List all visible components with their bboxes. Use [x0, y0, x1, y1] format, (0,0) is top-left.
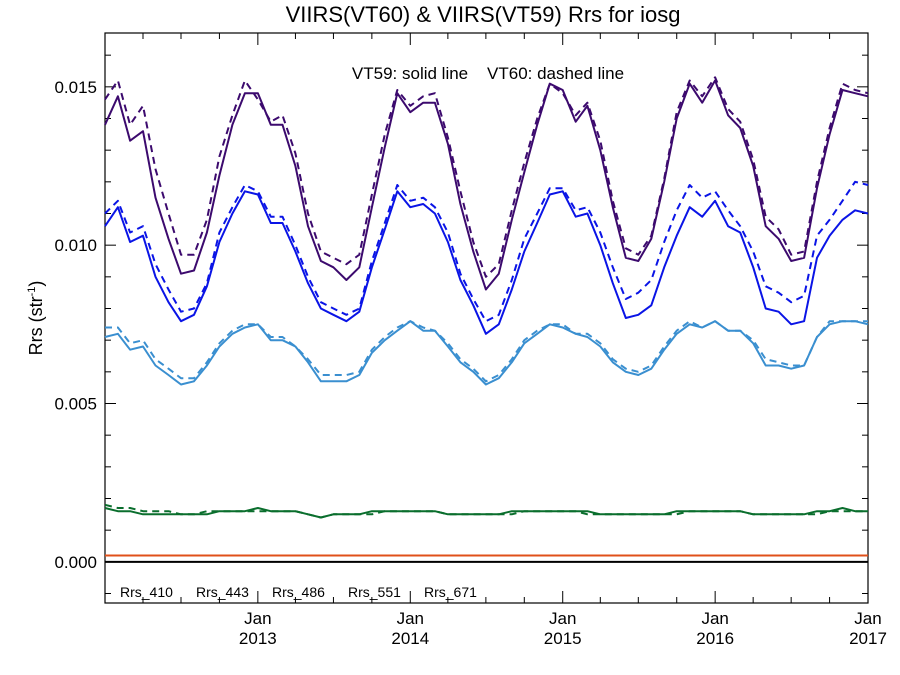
y-tick-label: 0.015	[54, 78, 97, 97]
series-line-rrs-410-vt59	[104, 79, 869, 291]
y-axis-ticks: 0.000 0.005 0.010 0.015	[54, 54, 868, 594]
annotation-line-styles: VT59: solid line VT60: dashed line	[352, 64, 624, 83]
plot-frame	[104, 32, 869, 604]
chart-title: VIIRS(VT60) & VIIRS(VT59) Rrs for iosg	[286, 2, 681, 27]
y-tick-label: 0.010	[54, 236, 97, 255]
x-tick-label-month: Jan	[397, 609, 424, 628]
legend-item: Rrs_551	[348, 584, 401, 600]
y-tick-label: 0.000	[54, 553, 97, 572]
x-tick-label-month: Jan	[549, 609, 576, 628]
y-axis-label: Rrs (str-1)	[26, 281, 46, 356]
x-tick-label-month: Jan	[244, 609, 271, 628]
x-tick-label-year: 2014	[391, 629, 429, 648]
x-tick-label-month: Jan	[854, 609, 881, 628]
series-line-rrs-551-vt60	[104, 503, 868, 519]
series-line-rrs-410-vt60	[104, 76, 869, 278]
y-tick-label: 0.005	[54, 395, 97, 414]
legend-item: Rrs_486	[272, 584, 325, 600]
legend-item: Rrs_443	[196, 584, 249, 600]
series-line-rrs-486-vt59	[104, 320, 869, 386]
series-layer	[104, 76, 869, 563]
legend-item: Rrs_410	[120, 584, 173, 600]
x-tick-label-month: Jan	[701, 609, 728, 628]
series-line-rrs-443-vt59	[104, 190, 869, 335]
legend: Rrs_410 Rrs_443 Rrs_486 Rrs_551 Rrs_671	[120, 584, 477, 600]
legend-item: Rrs_671	[424, 584, 477, 600]
x-tick-label-year: 2017	[849, 629, 887, 648]
x-tick-label-year: 2015	[544, 629, 582, 648]
x-tick-label-year: 2016	[696, 629, 734, 648]
series-line-rrs-551-vt59	[104, 507, 868, 519]
series-line-rrs-486-vt60	[105, 320, 868, 383]
series-line-rrs-443-vt60	[104, 180, 869, 323]
x-tick-label-year: 2013	[239, 629, 277, 648]
